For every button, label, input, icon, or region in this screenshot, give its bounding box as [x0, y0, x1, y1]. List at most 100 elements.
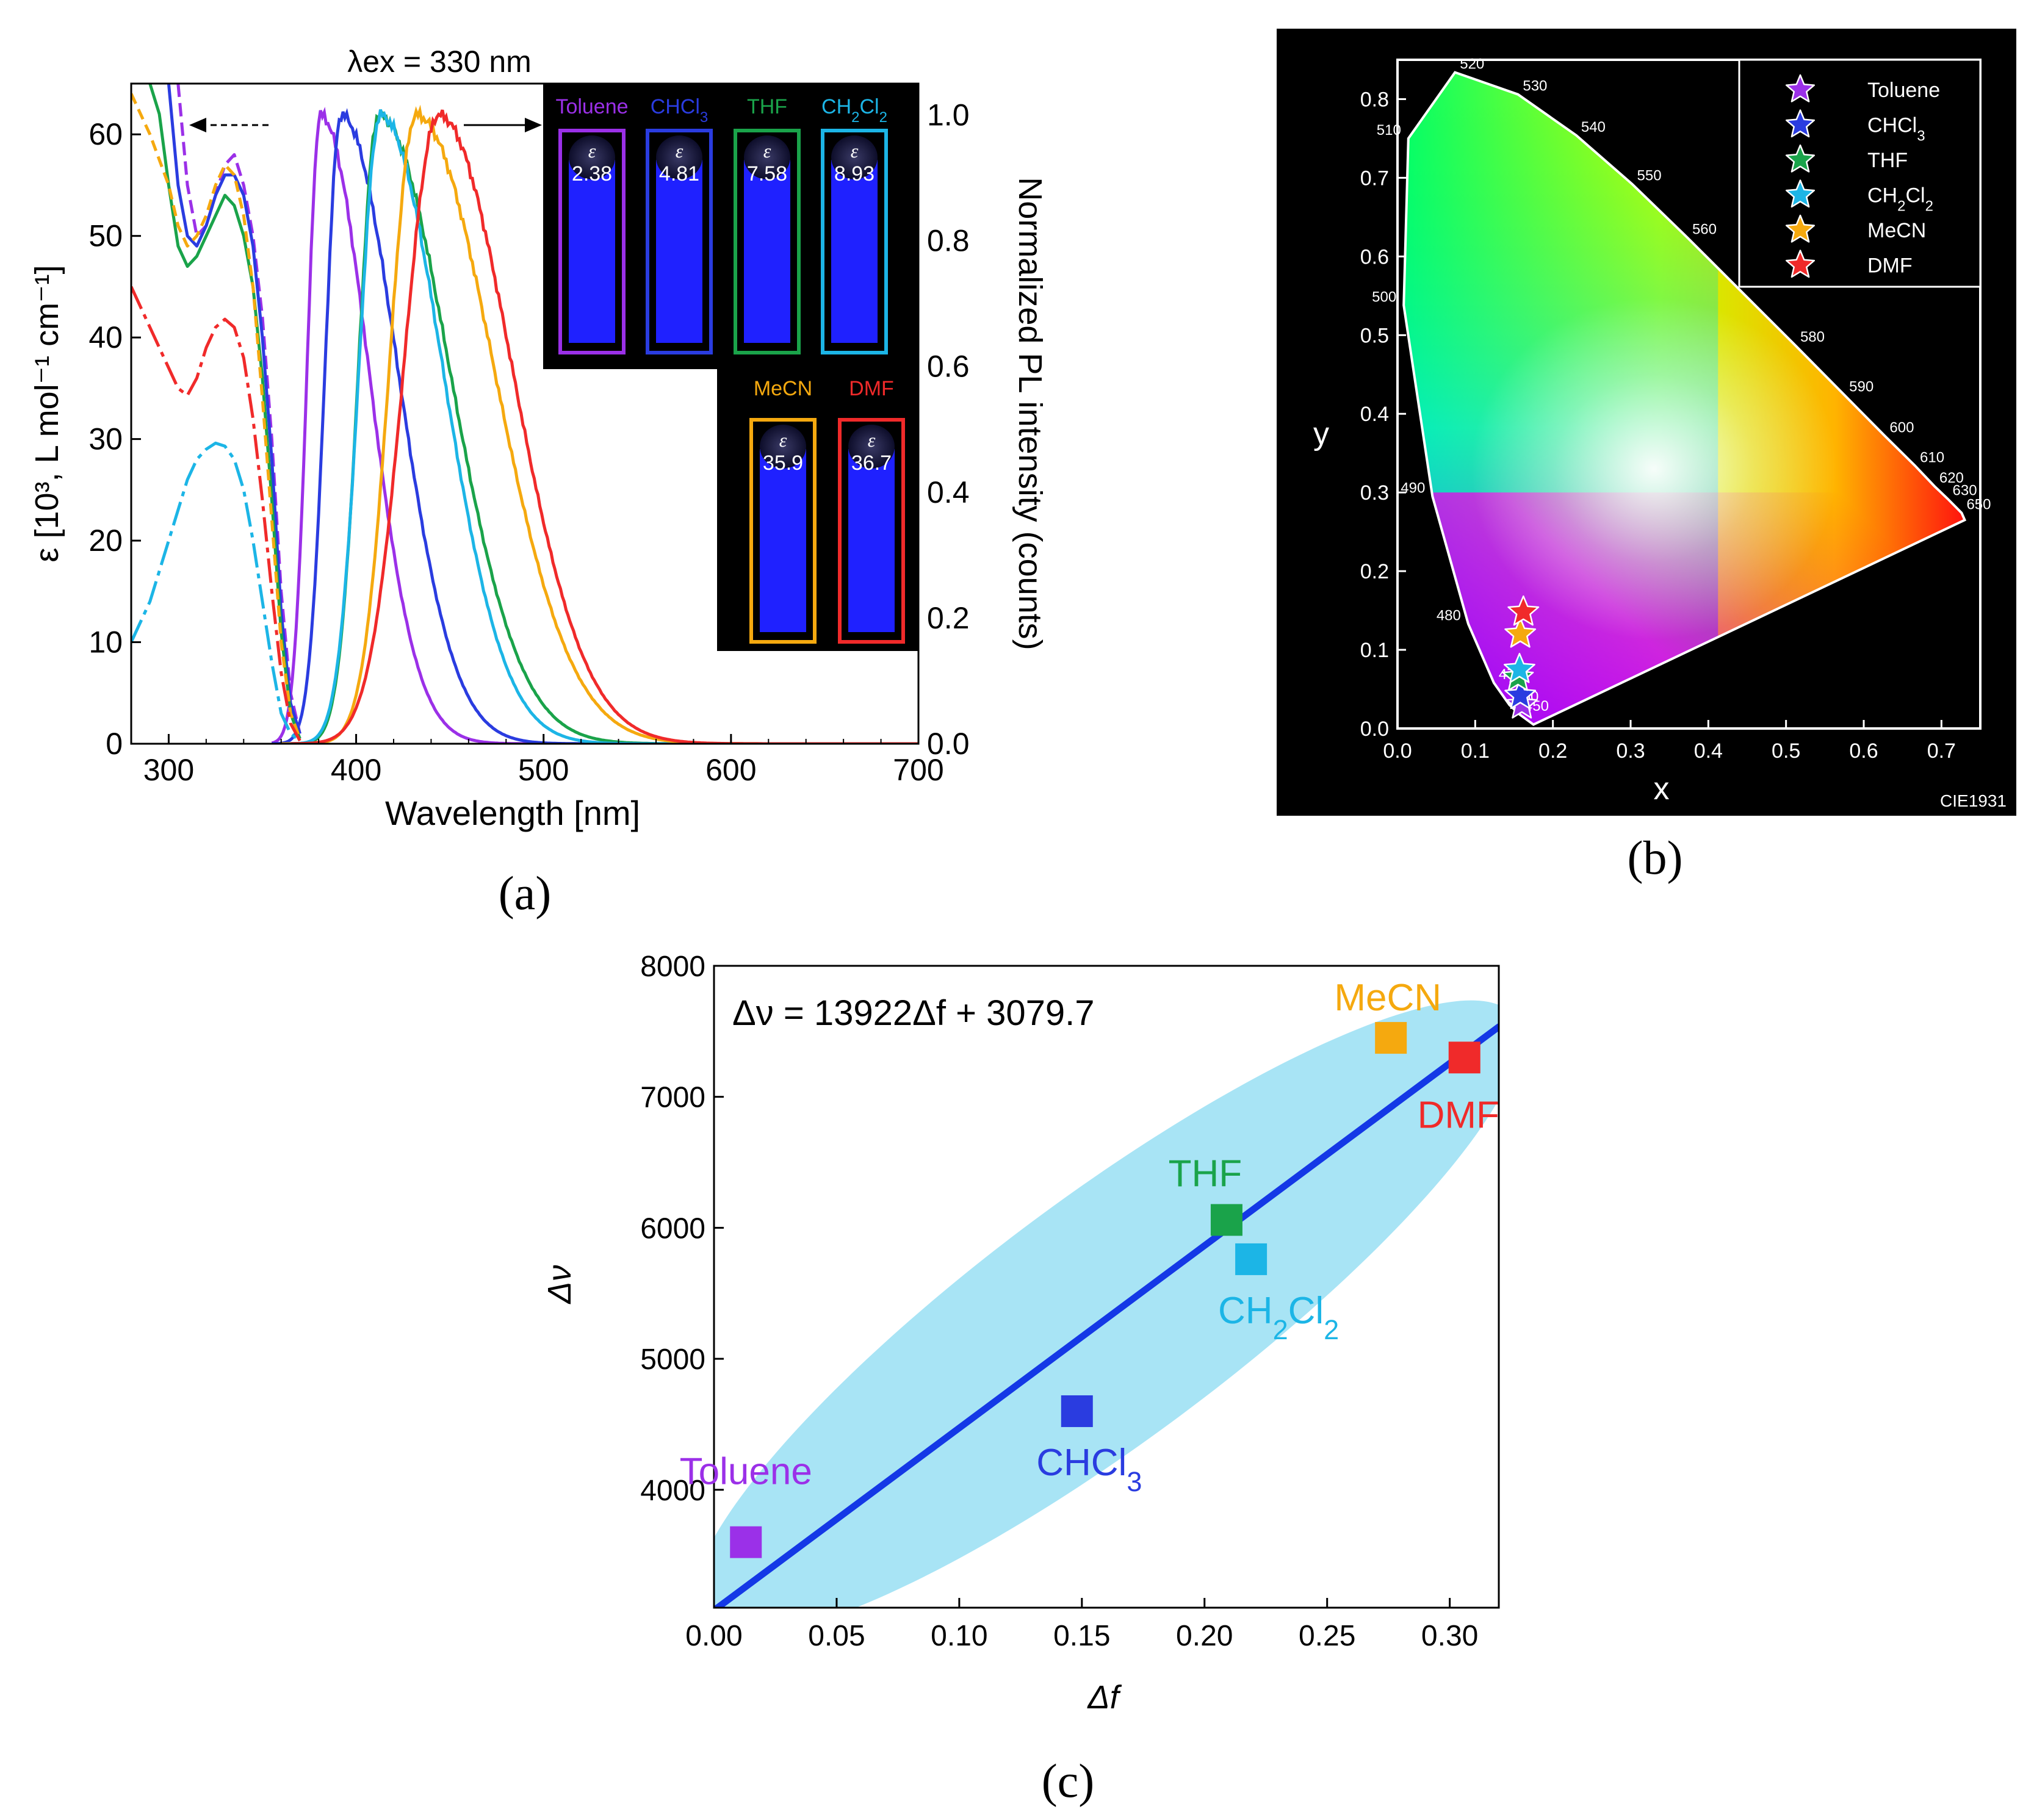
- x-tick-label: 500: [518, 753, 569, 787]
- data-label-toluene: Toluene: [680, 1451, 812, 1493]
- vial-frame-mecn: [749, 418, 817, 644]
- panel-c-lippert-mataga-chart: 0.00 0.05 0.10 0.15 0.20 0.25 0.30 4000 5000 6000…: [541, 951, 1500, 1716]
- legend-star-toluene: [1785, 74, 1816, 103]
- locus-label-590: 590: [1849, 378, 1874, 395]
- x-tick-label: 0.4: [1694, 739, 1723, 763]
- data-label-thf: THF: [1169, 1153, 1242, 1195]
- gamut-white-point: [1471, 298, 1837, 640]
- y-tick-label: 0.8: [1360, 88, 1389, 111]
- y-left-tick-label: 40: [88, 320, 123, 354]
- x-tick-label: 600: [705, 753, 756, 787]
- panel-a-axes: 300 400 500 600 700 0 10 20 30 40 50 60 0.0 0.2 0.4 0.6…: [29, 45, 1048, 832]
- legend-star-mecn: [1785, 214, 1816, 243]
- x-tick-label: 0.1: [1461, 739, 1490, 763]
- y-tick-label: 6000: [640, 1212, 705, 1245]
- left-axis-arrow-head: [189, 118, 206, 132]
- vial-epsilon-symbol-dmf: ε: [868, 429, 876, 451]
- vial-solution-thf: [744, 160, 790, 343]
- y-right-axis-title: Normalized PL intensity (counts): [1012, 177, 1048, 650]
- vial-frame-toluene: [558, 129, 626, 354]
- fit-equation: Δν = 13922Δf + 3079.7: [732, 993, 1094, 1033]
- vial-epsilon-symbol-toluene: ε: [588, 140, 596, 162]
- vial-epsilon-value-toluene: 2.38: [572, 162, 612, 185]
- locus-label-520: 520: [1460, 56, 1484, 73]
- vial-epsilon-value-dmf: 36.7: [851, 451, 892, 475]
- x-axis-title: x: [1654, 771, 1670, 807]
- vial-inset: Tolueneε2.38CHCl3ε4.81THFε7.58CH2Cl2ε8.9…: [543, 84, 918, 651]
- x-tick-label: 0.7: [1927, 739, 1956, 763]
- y-tick-label: 0.1: [1360, 639, 1389, 662]
- y-tick-label: 0.0: [1360, 718, 1389, 741]
- vial-solvent-label-dmf: DMF: [849, 377, 894, 400]
- y-left-tick-label: 60: [88, 117, 123, 151]
- vial-ch2cl2: CH2Cl2 ε8.93: [821, 95, 888, 354]
- x-axis-title: Δf: [1086, 1679, 1122, 1716]
- panel-a-frame: [130, 82, 920, 745]
- y-right-tick-label: 0.6: [927, 350, 970, 384]
- legend-label-ch2cl2: CH2Cl2: [1867, 184, 1933, 215]
- panel-c-plot-area: [714, 1000, 1499, 1608]
- panel-label-a: (a): [499, 866, 552, 919]
- data-label-mecn: MeCN: [1334, 977, 1441, 1019]
- fit-line: [714, 1023, 1499, 1608]
- vial-cap-thf: [744, 135, 790, 179]
- y-tick-label: 0.3: [1360, 481, 1389, 505]
- x-tick-label: 0.30: [1421, 1620, 1478, 1652]
- vial-frame-ch2cl2: [821, 129, 888, 354]
- absorption-line-thf: [148, 84, 301, 739]
- emission-line-toluene: [271, 107, 918, 744]
- data-label-chcl3: CHCl3: [1036, 1442, 1142, 1497]
- y-tick-label: 0.5: [1360, 324, 1389, 347]
- panel-b-cie-chart: 4504604704804905005105205305405505605805…: [1277, 29, 2016, 816]
- legend-label-mecn: MeCN: [1867, 219, 1926, 242]
- vial-solution-chcl3: [656, 160, 702, 343]
- vial-solution-dmf: [848, 449, 895, 632]
- emission-line-chcl3: [272, 108, 918, 744]
- x-tick-label: 0.05: [808, 1620, 865, 1652]
- x-tick-label: 700: [893, 753, 943, 787]
- locus-label-650: 650: [1966, 497, 1991, 513]
- vial-solvent-label-chcl3: CHCl3: [651, 95, 709, 126]
- vial-solvent-label-mecn: MeCN: [754, 377, 812, 400]
- y-right-tick-label: 0.0: [927, 727, 970, 761]
- panel-b-frame: [1396, 59, 1982, 730]
- data-point-dmf: [1448, 1041, 1480, 1074]
- panel-label-c: (c): [1042, 1754, 1095, 1807]
- y-tick-label: 7000: [640, 1082, 705, 1114]
- vial-frame-thf: [734, 129, 801, 354]
- cie-legend-box: [1738, 59, 1982, 288]
- y-right-tick-label: 0.8: [927, 224, 970, 258]
- vial-cap-dmf: [848, 425, 895, 469]
- chart-title: λex = 330 nm: [347, 45, 532, 79]
- y-tick-label: 0.2: [1360, 560, 1389, 583]
- vial-epsilon-symbol-mecn: ε: [779, 429, 787, 451]
- absorption-line-ch2cl2: [131, 441, 301, 742]
- vial-solvent-label-toluene: Toluene: [555, 95, 628, 118]
- vial-epsilon-value-thf: 7.58: [747, 162, 787, 185]
- y-right-tick-label: 1.0: [927, 98, 970, 132]
- vial-epsilon-value-mecn: 35.9: [763, 451, 803, 475]
- locus-label-600: 600: [1889, 419, 1914, 436]
- x-tick-label: 0.3: [1616, 739, 1645, 763]
- locus-label-540: 540: [1581, 119, 1606, 135]
- right-axis-arrow-head: [525, 118, 542, 132]
- cie-star-dmf: [1507, 595, 1540, 626]
- legend-label-chcl3: CHCl3: [1867, 114, 1925, 145]
- vial-frame-dmf: [838, 418, 905, 644]
- vial-solvent-label-thf: THF: [747, 95, 787, 118]
- vial-thf: THF ε7.58: [734, 95, 801, 354]
- vial-mecn: MeCN ε35.9: [749, 377, 817, 644]
- vial-cap-ch2cl2: [831, 135, 878, 179]
- panel-c-axes: 0.00 0.05 0.10 0.15 0.20 0.25 0.30 4000 5000 6000…: [541, 951, 1478, 1716]
- y-left-tick-label: 50: [88, 219, 123, 253]
- panel-c-frame: [713, 965, 1500, 1609]
- legend-star-thf: [1785, 144, 1816, 173]
- x-tick-label: 400: [331, 753, 381, 787]
- y-right-tick-label: 0.4: [927, 475, 970, 509]
- vial-dmf: DMF ε36.7: [838, 377, 905, 644]
- vial-epsilon-symbol-chcl3: ε: [676, 140, 683, 162]
- locus-label-500: 500: [1372, 289, 1396, 305]
- vial-toluene: Toluene ε2.38: [555, 95, 629, 354]
- y-tick-label: 0.4: [1360, 403, 1389, 426]
